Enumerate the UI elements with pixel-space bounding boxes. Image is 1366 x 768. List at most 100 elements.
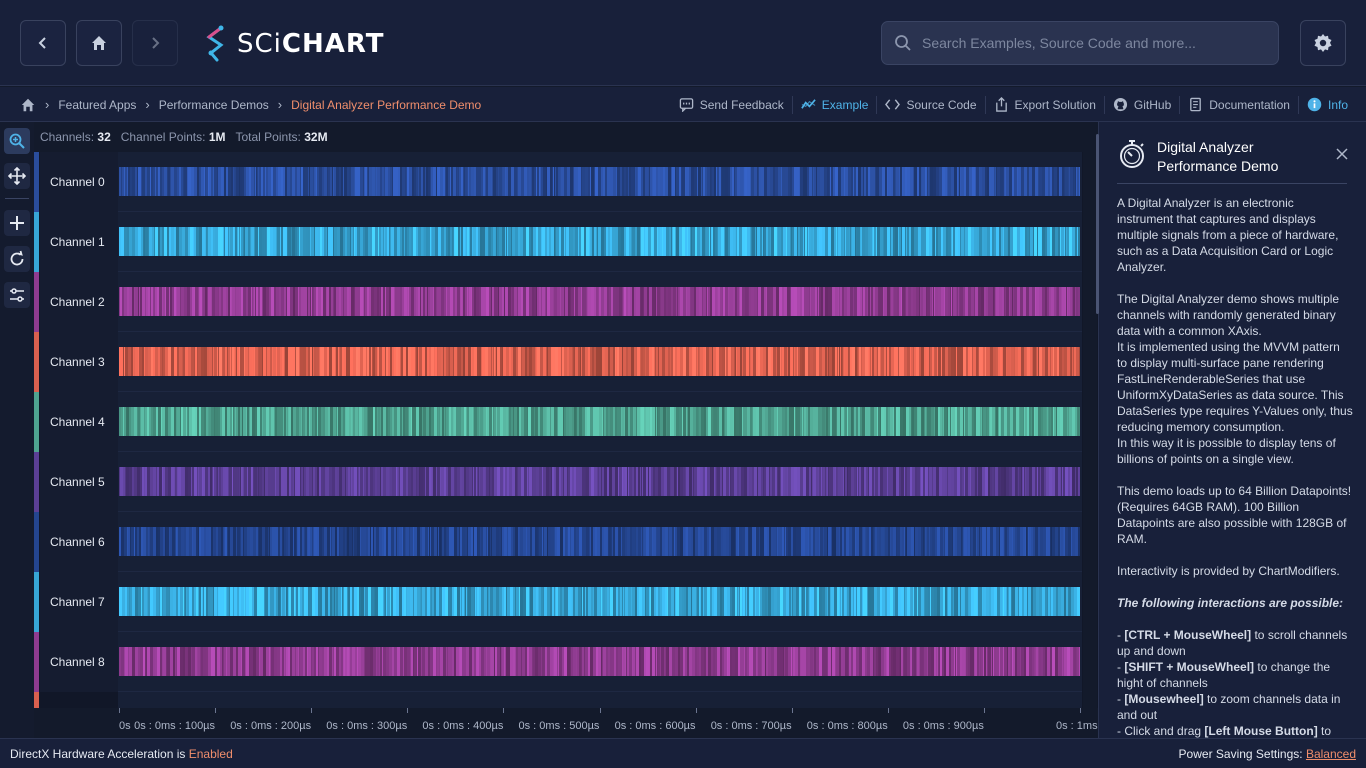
pan-tool-button[interactable] <box>4 163 30 189</box>
channel-color-stripe <box>34 632 39 692</box>
info-interactions-heading: The following interactions are possible: <box>1117 596 1344 610</box>
channel-color-stripe <box>34 692 39 708</box>
source-code-label: Source Code <box>906 97 977 112</box>
x-axis-tick-label: 0s : 0ms : 900µs <box>902 720 984 732</box>
search-box[interactable] <box>881 21 1279 65</box>
x-axis-tick <box>791 708 793 713</box>
github-icon <box>1113 97 1127 112</box>
channel-pane[interactable] <box>118 512 1082 572</box>
channel-pane[interactable] <box>118 392 1082 452</box>
channel-row[interactable]: Channel 3 <box>34 332 1084 392</box>
scichart-logo[interactable]: SCiCHART <box>203 24 384 64</box>
x-axis-tick-label: 0s : 0ms : 300µs <box>326 720 408 732</box>
channel-row[interactable]: Channel 8 <box>34 632 1084 692</box>
x-axis-tick-label: 0s <box>119 720 131 732</box>
document-icon <box>1190 97 1202 112</box>
channel-row[interactable]: Channel 5 <box>34 452 1084 512</box>
channel-color-stripe <box>34 572 39 632</box>
hardware-acceleration-value: Enabled <box>188 747 233 761</box>
channel-signal-series <box>119 527 1080 556</box>
channel-row[interactable]: Channel 2 <box>34 272 1084 332</box>
channel-color-stripe <box>34 152 39 212</box>
info-interaction-item: - [CTRL + MouseWheel] to scroll channels… <box>1117 628 1348 658</box>
channel-label: Channel 0 <box>40 152 118 212</box>
channel-pane[interactable] <box>118 632 1082 692</box>
home-icon[interactable] <box>20 97 36 113</box>
home-icon <box>92 36 106 50</box>
channel-label: Channel 5 <box>40 452 118 512</box>
app-header: SCiCHART <box>0 0 1366 86</box>
zoom-in-icon <box>9 133 25 149</box>
x-axis-tick <box>311 708 313 713</box>
search-input[interactable] <box>922 35 1252 51</box>
breadcrumb-item-featured-apps[interactable]: Featured Apps <box>58 97 137 112</box>
back-button[interactable] <box>20 20 66 66</box>
channel-row[interactable]: Channel 4 <box>34 392 1084 452</box>
logo-text: SCiCHART <box>237 29 385 59</box>
close-icon[interactable] <box>1335 147 1349 161</box>
channel-pane[interactable] <box>118 452 1082 512</box>
zoom-tool-button[interactable] <box>4 128 30 154</box>
channel-label: Channel 8 <box>40 632 118 692</box>
channel-label: Channel 1 <box>40 212 118 272</box>
x-axis-tick <box>407 708 409 713</box>
channel-pane[interactable] <box>118 152 1082 212</box>
chart-vertical-scrollbar[interactable] <box>1083 152 1097 708</box>
x-axis-tick <box>695 708 697 713</box>
power-saving-link[interactable]: Balanced <box>1305 747 1356 761</box>
export-solution-label: Export Solution <box>1014 97 1096 112</box>
stopwatch-icon <box>1120 140 1144 168</box>
channel-color-stripe <box>34 212 39 272</box>
x-axis-tick <box>887 708 889 713</box>
forward-button[interactable] <box>132 20 178 66</box>
chevron-left-icon <box>38 37 46 49</box>
channel-row[interactable]: Channel 1 <box>34 212 1084 272</box>
example-tab[interactable]: Example <box>791 95 877 114</box>
channel-signal-series <box>119 167 1080 196</box>
breadcrumb-item-performance-demos[interactable]: Performance Demos <box>158 97 269 112</box>
digital-analyzer-chart[interactable]: Channel 0 Channel 1 Channel 2 Channel 3 Chan… <box>34 152 1098 708</box>
chevron-right-icon: › <box>45 97 50 112</box>
channel-row[interactable]: Channel 0 <box>34 152 1084 212</box>
channel-pane[interactable] <box>118 332 1082 392</box>
channel-label: Channel 7 <box>40 572 118 632</box>
channel-pane[interactable] <box>118 572 1082 632</box>
settings-sliders-button[interactable] <box>4 282 30 308</box>
channel-label: Channel 2 <box>40 272 118 332</box>
info-scrollbar[interactable] <box>1096 134 1099 314</box>
info-panel-header: Digital Analyzer Performance Demo <box>1099 122 1366 184</box>
channel-pane[interactable] <box>118 692 1082 708</box>
channel-color-stripe <box>34 512 39 572</box>
export-solution-button[interactable]: Export Solution <box>984 95 1104 114</box>
github-button[interactable]: GitHub <box>1103 95 1179 114</box>
channel-row[interactable]: Channel 6 <box>34 512 1084 572</box>
documentation-label: Documentation <box>1209 97 1290 112</box>
channel-color-stripe <box>34 272 39 332</box>
documentation-button[interactable]: Documentation <box>1179 95 1298 114</box>
channel-signal-series <box>119 347 1080 376</box>
settings-button[interactable] <box>1300 20 1346 66</box>
home-button[interactable] <box>76 20 122 66</box>
x-axis-tick-label: 0s : 0ms : 800µs <box>806 720 888 732</box>
channel-pane[interactable] <box>118 212 1082 272</box>
info-title: Digital Analyzer Performance Demo <box>1157 139 1279 174</box>
x-axis-tick-label: 0s : 0ms : 700µs <box>710 720 792 732</box>
chevron-right-icon <box>152 37 160 49</box>
channel-label: Channel 6 <box>40 512 118 572</box>
channel-pane[interactable] <box>118 272 1082 332</box>
channel-label: Channel 4 <box>40 392 118 452</box>
zoom-extents-button[interactable] <box>4 246 30 272</box>
total-points-stat: Total Points: 32M <box>235 130 328 144</box>
zoom-in-button[interactable] <box>4 210 30 236</box>
channel-row[interactable]: Channel 7 <box>34 572 1084 632</box>
send-feedback-button[interactable]: Send Feedback <box>671 96 792 114</box>
scichart-logo-icon <box>206 25 224 62</box>
chevron-right-icon: › <box>277 97 283 112</box>
send-feedback-label: Send Feedback <box>699 97 784 112</box>
chart-line-icon <box>801 99 816 109</box>
info-interaction-item: - Click and drag [Left Mouse Button] to <box>1117 724 1332 738</box>
channel-signal-series <box>119 467 1080 496</box>
source-code-tab[interactable]: Source Code <box>876 95 984 114</box>
info-tab[interactable]: Info <box>1297 95 1356 114</box>
x-axis-tick <box>215 708 217 713</box>
